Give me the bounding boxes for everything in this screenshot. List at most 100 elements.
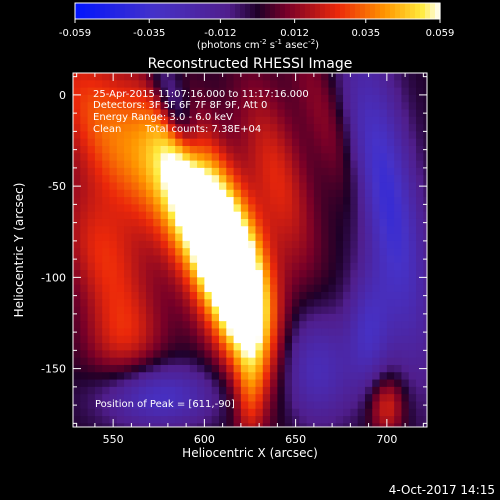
heatmap-cell xyxy=(226,167,235,176)
heatmap-cell xyxy=(204,116,213,125)
heatmap-cell xyxy=(270,416,278,424)
heatmap-cell xyxy=(73,131,81,140)
colorbar-cell xyxy=(85,3,91,19)
heatmap-cell xyxy=(284,343,293,351)
heatmap-cell xyxy=(138,138,147,147)
heatmap-cell xyxy=(357,240,366,249)
heatmap-cell xyxy=(394,328,402,337)
heatmap-cell xyxy=(277,299,286,308)
heatmap-cell xyxy=(138,401,147,410)
heatmap-cell xyxy=(240,350,249,359)
heatmap-cell xyxy=(226,182,235,191)
heatmap-cell xyxy=(416,321,424,329)
heatmap-cell xyxy=(423,80,427,89)
heatmap-cell xyxy=(197,364,205,373)
heatmap-cell xyxy=(116,255,125,264)
heatmap-cell xyxy=(284,160,293,169)
heatmap-cell xyxy=(284,124,293,132)
heatmap-cell xyxy=(416,248,424,256)
heatmap-cell xyxy=(80,94,89,103)
heatmap-cell xyxy=(160,233,169,242)
heatmap-cell xyxy=(80,109,89,118)
heatmap-cell xyxy=(372,167,381,176)
heatmap-cell xyxy=(160,240,169,249)
heatmap-cell xyxy=(306,109,315,118)
heatmap-cell xyxy=(167,306,176,315)
heatmap-cell xyxy=(386,204,395,213)
heatmap-cell xyxy=(306,335,315,344)
heatmap-cell xyxy=(204,145,213,154)
heatmap-cell xyxy=(306,211,315,220)
heatmap-cell xyxy=(401,197,410,205)
heatmap-cell xyxy=(372,313,381,322)
heatmap-cell xyxy=(138,423,147,427)
heatmap-cell xyxy=(109,124,118,132)
heatmap-cell xyxy=(94,189,103,198)
heatmap-cell xyxy=(372,218,381,227)
heatmap-cell xyxy=(138,175,147,183)
heatmap-cell xyxy=(335,131,344,140)
heatmap-cell xyxy=(335,189,344,198)
heatmap-cell xyxy=(109,248,118,256)
heatmap-cell xyxy=(291,102,300,110)
heatmap-cell xyxy=(73,321,81,329)
heatmap-cell xyxy=(87,423,96,427)
heatmap-cell xyxy=(175,248,183,256)
heatmap-cell xyxy=(255,270,264,278)
heatmap-cell xyxy=(364,160,373,169)
heatmap-cell xyxy=(343,299,351,308)
heatmap-cell xyxy=(401,328,410,337)
heatmap-cell xyxy=(138,408,147,417)
heatmap-cell xyxy=(153,350,162,359)
heatmap-cell xyxy=(306,197,315,205)
heatmap-cell xyxy=(167,423,176,427)
heatmap-cell xyxy=(255,277,264,286)
heatmap-cell xyxy=(357,211,366,220)
heatmap-cell xyxy=(138,372,147,381)
heatmap-cell xyxy=(153,102,162,110)
heatmap-cell xyxy=(401,335,410,344)
heatmap-cell xyxy=(197,262,205,271)
heatmap-cell xyxy=(386,401,395,410)
heatmap-cell xyxy=(321,335,329,344)
heatmap-cell xyxy=(233,248,242,256)
heatmap-cell xyxy=(255,204,264,213)
heatmap-cell xyxy=(189,408,198,417)
heatmap-cell xyxy=(255,299,264,308)
heatmap-cell xyxy=(124,364,132,373)
heatmap-cell xyxy=(401,379,410,388)
heatmap-cell xyxy=(248,226,256,235)
heatmap-cell xyxy=(240,423,249,427)
heatmap-cell xyxy=(153,145,162,154)
heatmap-cell xyxy=(343,313,351,322)
heatmap-cell xyxy=(153,204,162,213)
heatmap-cell xyxy=(291,343,300,351)
heatmap-cell xyxy=(240,87,249,96)
heatmap-cell xyxy=(226,124,235,132)
heatmap-cell xyxy=(124,335,132,344)
heatmap-cell xyxy=(357,306,366,315)
heatmap-cell xyxy=(299,423,308,427)
heatmap-cell xyxy=(321,255,329,264)
heatmap-cell xyxy=(116,379,125,388)
heatmap-cell xyxy=(218,182,227,191)
heatmap-cell xyxy=(262,204,271,213)
heatmap-cell xyxy=(73,248,81,256)
heatmap-cell xyxy=(116,313,125,322)
heatmap-cell xyxy=(240,160,249,169)
heatmap-cell xyxy=(350,350,359,359)
heatmap-cell xyxy=(204,350,213,359)
colorbar-cell xyxy=(365,3,371,19)
heatmap-cell xyxy=(116,80,125,89)
heatmap-cell xyxy=(262,379,271,388)
heatmap-cell xyxy=(197,226,205,235)
heatmap-cell xyxy=(335,379,344,388)
heatmap-cell xyxy=(131,204,140,213)
heatmap-cell xyxy=(248,211,256,220)
heatmap-cell xyxy=(262,102,271,110)
heatmap-cell xyxy=(277,291,286,300)
heatmap-cell xyxy=(284,131,293,140)
heatmap-cell xyxy=(350,167,359,176)
heatmap-cell xyxy=(211,386,220,395)
